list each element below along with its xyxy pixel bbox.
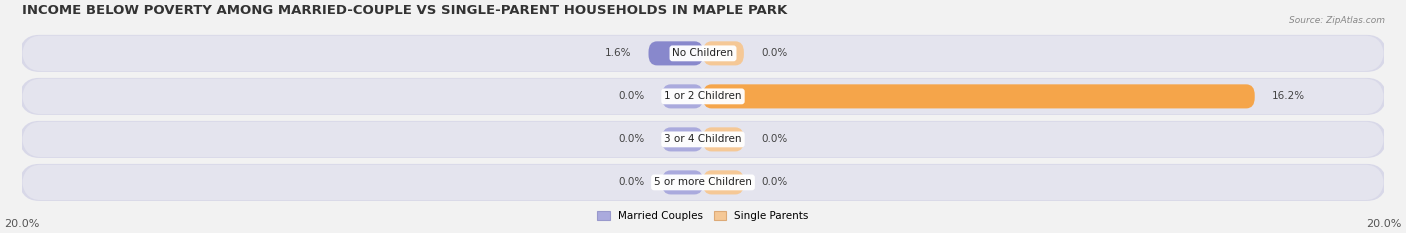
FancyBboxPatch shape [703,170,744,195]
FancyBboxPatch shape [18,164,1388,201]
Legend: Married Couples, Single Parents: Married Couples, Single Parents [593,207,813,225]
Text: 1.6%: 1.6% [605,48,631,58]
FancyBboxPatch shape [703,127,744,151]
Text: 0.0%: 0.0% [761,48,787,58]
FancyBboxPatch shape [662,84,703,108]
Text: 16.2%: 16.2% [1272,91,1305,101]
Text: 0.0%: 0.0% [619,134,645,144]
Text: 0.0%: 0.0% [619,91,645,101]
FancyBboxPatch shape [22,165,1384,200]
FancyBboxPatch shape [18,78,1388,115]
Text: 1 or 2 Children: 1 or 2 Children [664,91,742,101]
FancyBboxPatch shape [662,127,703,151]
FancyBboxPatch shape [22,122,1384,157]
Text: 5 or more Children: 5 or more Children [654,177,752,187]
FancyBboxPatch shape [648,41,703,65]
FancyBboxPatch shape [703,41,744,65]
FancyBboxPatch shape [22,79,1384,114]
Text: Source: ZipAtlas.com: Source: ZipAtlas.com [1289,16,1385,25]
FancyBboxPatch shape [18,121,1388,158]
FancyBboxPatch shape [22,36,1384,71]
Text: 0.0%: 0.0% [761,177,787,187]
Text: 0.0%: 0.0% [761,134,787,144]
FancyBboxPatch shape [703,84,1254,108]
FancyBboxPatch shape [18,35,1388,72]
Text: No Children: No Children [672,48,734,58]
Text: INCOME BELOW POVERTY AMONG MARRIED-COUPLE VS SINGLE-PARENT HOUSEHOLDS IN MAPLE P: INCOME BELOW POVERTY AMONG MARRIED-COUPL… [22,4,787,17]
Text: 0.0%: 0.0% [619,177,645,187]
Text: 3 or 4 Children: 3 or 4 Children [664,134,742,144]
FancyBboxPatch shape [662,170,703,195]
